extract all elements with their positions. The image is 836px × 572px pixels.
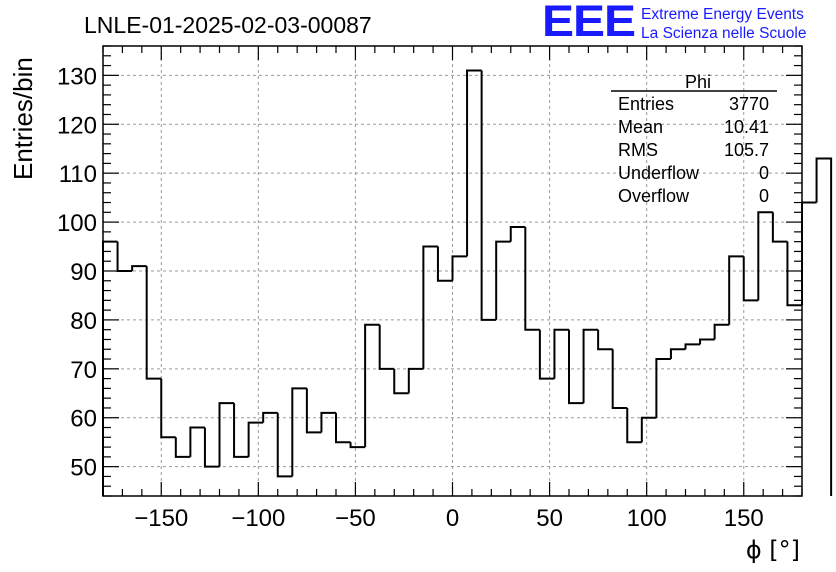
- x-tick-label: 50: [536, 505, 563, 532]
- histogram-bin: [771, 212, 788, 243]
- histogram-bin: [174, 437, 191, 458]
- x-tick-label: −50: [335, 505, 376, 532]
- histogram-bin: [728, 255, 744, 325]
- y-tick-label: 70: [70, 357, 97, 384]
- histogram-bin: [320, 411, 336, 433]
- stats-row-label: Entries: [618, 94, 674, 114]
- histogram-bin: [786, 241, 802, 307]
- histogram-bin: [742, 256, 759, 302]
- y-tick-label: 120: [57, 112, 97, 139]
- stats-row-value: 3770: [729, 94, 769, 114]
- histogram-bin: [247, 421, 264, 457]
- logo-text: Extreme Energy Events La Scienza nelle S…: [641, 5, 806, 43]
- stats-row-value: 10.41: [724, 117, 769, 137]
- histogram-bin: [116, 241, 133, 272]
- histogram-bin: [189, 426, 205, 457]
- y-tick-label: 60: [70, 406, 97, 433]
- x-tick-label: 100: [627, 505, 667, 532]
- histogram-bin: [582, 328, 599, 404]
- logo-mark: EEE: [542, 0, 636, 47]
- y-tick-label: 100: [57, 210, 97, 237]
- histogram-bin: [684, 343, 701, 350]
- histogram-bin: [480, 70, 497, 321]
- x-tick-label: 150: [724, 505, 764, 532]
- histogram-bin: [378, 324, 395, 370]
- histogram-bin: [233, 403, 249, 458]
- chart-title: LNLE-01-2025-02-03-00087: [84, 12, 372, 38]
- axes: −150 −100 −50 0 50 100 150 50 60 70 80 90 100 110 120 1…: [57, 45, 803, 532]
- histogram-bin: [655, 358, 671, 418]
- stats-box-title: Phi: [685, 72, 711, 92]
- stats-row-label: RMS: [618, 140, 658, 160]
- x-tick-label: −150: [134, 505, 188, 532]
- histogram-bin: [305, 388, 322, 434]
- histogram-bin: [349, 442, 366, 449]
- histogram-bin: [203, 427, 220, 468]
- x-tick-label: −100: [231, 505, 285, 532]
- histogram-bin: [393, 368, 409, 395]
- histogram-bin: [669, 348, 686, 360]
- histogram-bin: [568, 329, 584, 405]
- histogram-bin: [640, 416, 657, 443]
- histogram-bin: [597, 329, 613, 351]
- stats-row-label: Overflow: [618, 186, 690, 206]
- histogram-bin: [553, 328, 569, 379]
- stats-row-value: 0: [759, 186, 769, 206]
- histogram-bin: [436, 246, 453, 282]
- stats-row-value: 105.7: [724, 140, 769, 160]
- histogram-bin: [801, 201, 817, 306]
- histogram-bin: [291, 387, 307, 477]
- logo-line-2: La Scienza nelle Scuole: [641, 25, 807, 42]
- histogram-bin: [466, 69, 482, 257]
- stats-row-label: Underflow: [618, 163, 700, 183]
- histogram-bin: [757, 211, 773, 301]
- y-tick-label: 110: [59, 161, 97, 188]
- histogram-bin: [160, 378, 176, 439]
- stats-row-label: Mean: [618, 117, 663, 137]
- y-tick-label: 130: [57, 63, 97, 90]
- histogram-bin: [538, 329, 555, 380]
- histogram-bin: [218, 402, 235, 467]
- histogram-bin: [262, 411, 278, 423]
- histogram-bars: [102, 69, 833, 496]
- histogram-bin: [422, 245, 438, 369]
- histogram-bin: [335, 412, 351, 444]
- x-axis-label: ϕ [°]: [746, 536, 800, 564]
- eee-logo: EEE Extreme Energy Events La Scienza nel…: [542, 0, 807, 47]
- histogram-bin: [509, 225, 526, 242]
- y-tick-label: 90: [70, 259, 97, 286]
- histogram-bin: [145, 266, 162, 380]
- histogram-bin: [451, 255, 468, 281]
- histogram-bin: [131, 265, 147, 271]
- histogram-bin: [611, 349, 628, 409]
- histogram-bin: [407, 367, 424, 394]
- x-tick-label: 0: [446, 505, 459, 532]
- histogram-bin: [815, 157, 833, 496]
- histogram-bin: [276, 412, 293, 478]
- histogram-bin: [626, 407, 642, 444]
- histogram-bin: [364, 323, 380, 448]
- y-tick-label: 50: [70, 455, 97, 482]
- grid-lines: [103, 46, 802, 496]
- stats-box: Phi Entries 3770 Mean 10.41 RMS 105.7 Underflow…: [611, 72, 777, 206]
- histogram-bin: [699, 338, 715, 345]
- histogram-bin: [713, 323, 730, 340]
- histogram-bin: [524, 226, 540, 331]
- y-axis-label: Entries/bin: [8, 57, 38, 180]
- stats-row-value: 0: [759, 163, 769, 183]
- histogram-bin: [495, 240, 511, 320]
- logo-line-1: Extreme Energy Events: [641, 6, 804, 23]
- y-tick-label: 80: [70, 308, 97, 335]
